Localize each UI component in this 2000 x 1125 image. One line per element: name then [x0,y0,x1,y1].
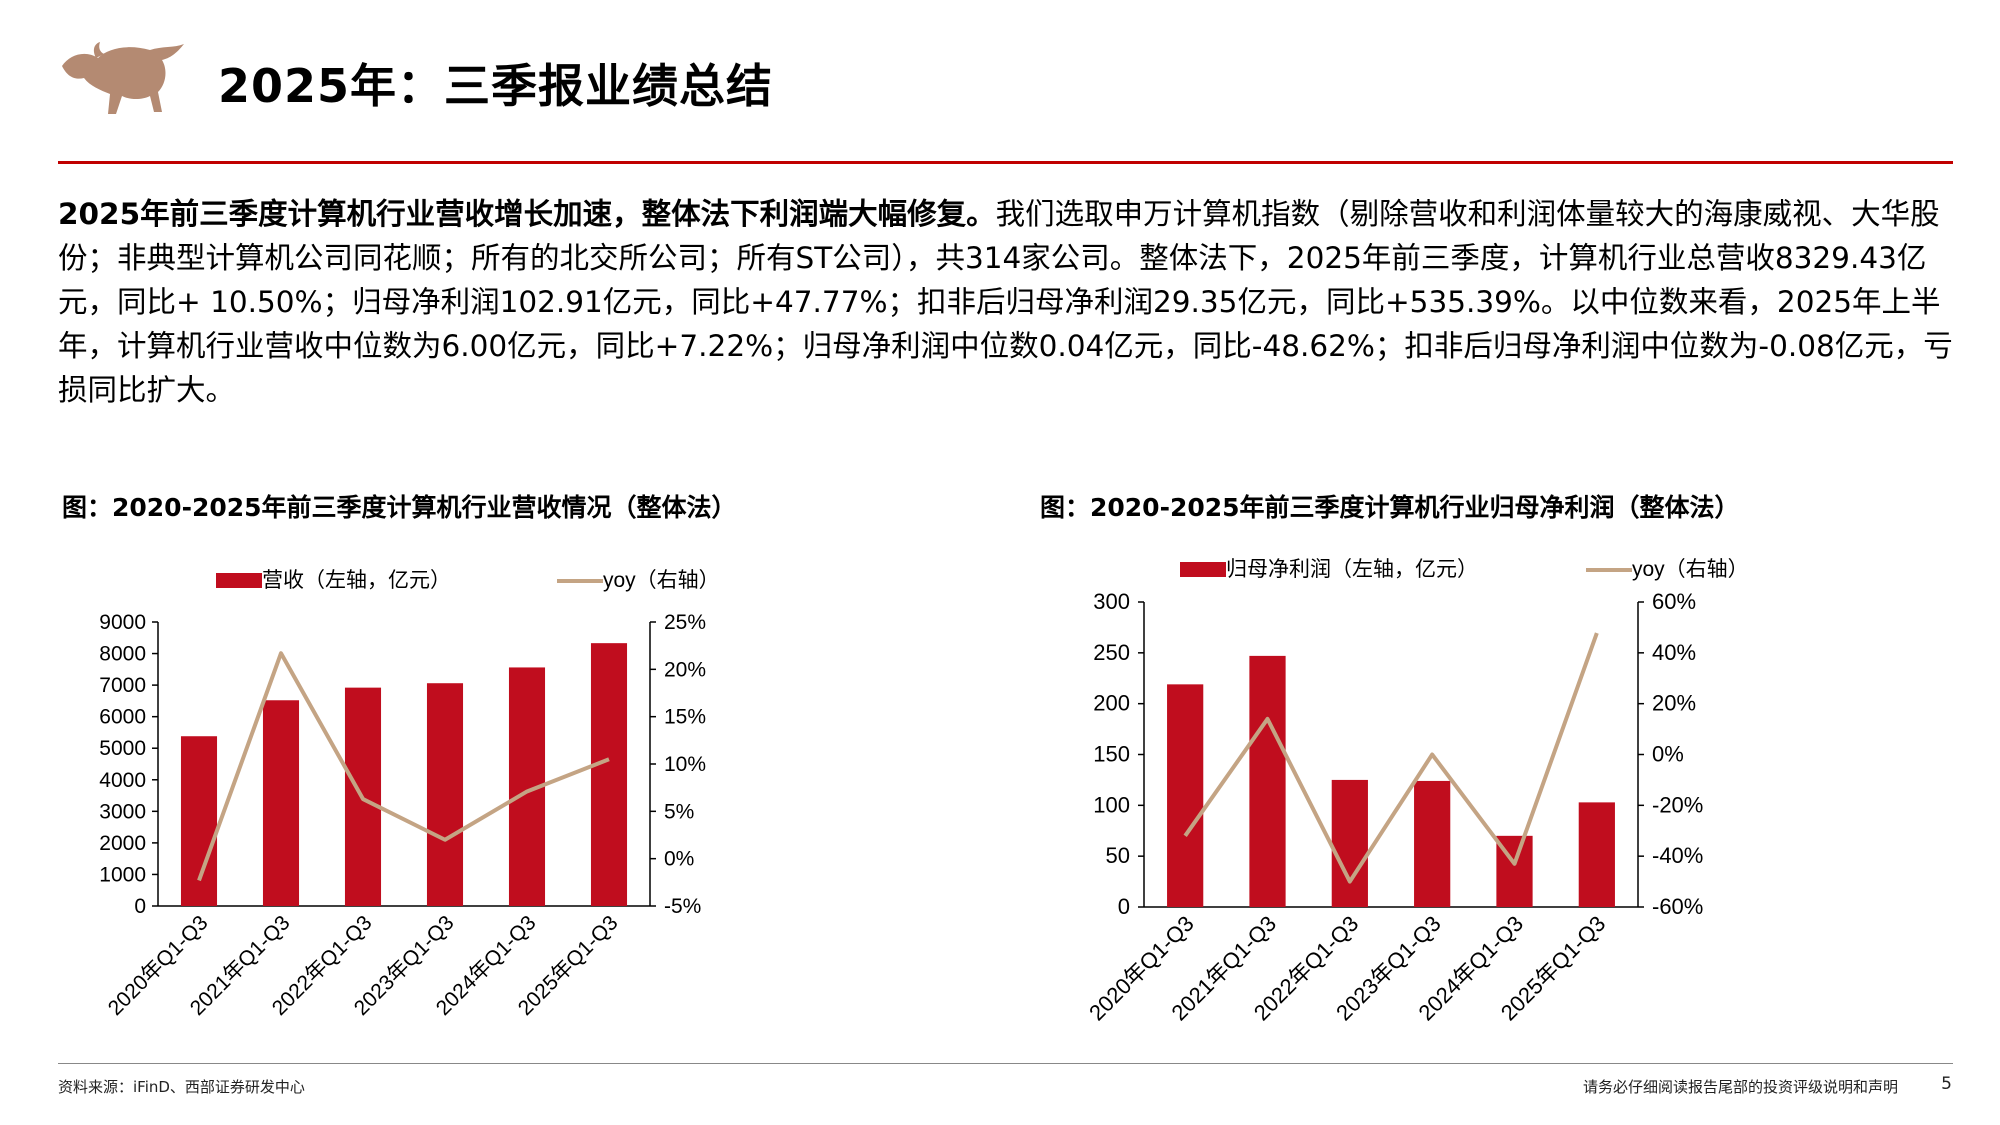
left-tick-label: 2000 [99,832,146,855]
right-tick-label: 20% [1652,691,1696,716]
right-tick-label: 60% [1652,589,1696,614]
bar [262,700,300,906]
left-tick-label: 6000 [99,706,146,729]
right-tick-label: -40% [1652,843,1703,868]
profit-chart: 归母净利润（左轴，亿元） yoy（右轴） 300 250 200 150 100 50 0 6… [1084,558,1749,1025]
legend-bar-label: 归母净利润（左轴，亿元） [1226,558,1478,581]
left-tick-label: 5000 [99,737,146,760]
legend-line-label: yoy（右轴） [603,569,720,592]
right-tick-label: 0% [664,848,694,871]
left-tick-label: 250 [1093,640,1130,665]
bar [1249,655,1286,907]
chart-caption-revenue: 图：2020-2025年前三季度计算机行业营收情况（整体法） [62,493,737,522]
bar [1578,802,1615,907]
right-tick-label: 10% [664,753,706,776]
bar [426,683,464,906]
right-tick-label: 40% [1652,640,1696,665]
bar [1331,779,1368,907]
source-note: 资料来源：iFinD、西部证券研发中心 [58,1078,305,1096]
page-number: 5 [1941,1074,1952,1094]
left-tick-label: 0 [134,895,146,918]
right-tick-label: 25% [664,611,706,634]
legend: 营收（左轴，亿元） yoy（右轴） [216,569,720,592]
left-tick-label: 4000 [99,769,146,792]
yoy-line [1183,632,1599,884]
left-tick-label: 3000 [99,800,146,823]
left-tick-label: 300 [1093,589,1130,614]
left-tick-label: 0 [1118,894,1130,919]
right-tick-label: -5% [664,895,701,918]
left-tick-label: 200 [1093,691,1130,716]
page-title: 2025年：三季报业绩总结 [218,59,774,113]
bar [1414,780,1451,907]
legend: 归母净利润（左轴，亿元） yoy（右轴） [1180,558,1749,581]
chart-caption-profit: 图：2020-2025年前三季度计算机行业归母净利润（整体法） [1040,493,1740,522]
right-tick-label: -20% [1652,792,1703,817]
legend-bar-swatch [216,573,262,588]
right-tick-label: 20% [664,658,706,681]
legend-bar-swatch [1180,562,1226,577]
bar [590,643,628,906]
bar [180,736,218,906]
summary-lead: 2025年前三季度计算机行业营收增长加速，整体法下利润端大幅修复。 [58,197,996,231]
left-tick-label: 1000 [99,863,146,886]
summary-paragraph: 2025年前三季度计算机行业营收增长加速，整体法下利润端大幅修复。我们选取申万计… [58,192,1958,412]
left-tick-label: 150 [1093,742,1130,767]
bar [1167,684,1204,907]
yoy-line [197,651,610,882]
summary-body: 我们选取申万计算机指数（剔除营收和利润体量较大的海康威视、大华股份；非典型计算机… [58,197,1953,407]
bull-icon [62,42,184,114]
right-tick-label: -60% [1652,894,1703,919]
left-tick-label: 9000 [99,611,146,634]
right-tick-label: 5% [664,800,694,823]
right-tick-label: 0% [1652,742,1684,767]
left-tick-label: 50 [1106,843,1130,868]
disclaimer-note: 请务必仔细阅读报告尾部的投资评级说明和声明 [1582,1078,1898,1096]
left-tick-label: 7000 [99,674,146,697]
header-divider [58,161,1953,164]
legend-line-label: yoy（右轴） [1632,558,1749,581]
left-tick-label: 100 [1093,792,1130,817]
revenue-chart: 营收（左轴，亿元） yoy（右轴） 9000 8000 7000 6000 5000 40… [99,569,720,1020]
footer-divider [58,1063,1953,1064]
right-tick-label: 15% [664,706,706,729]
left-tick-label: 8000 [99,643,146,666]
legend-bar-label: 营收（左轴，亿元） [262,569,451,592]
